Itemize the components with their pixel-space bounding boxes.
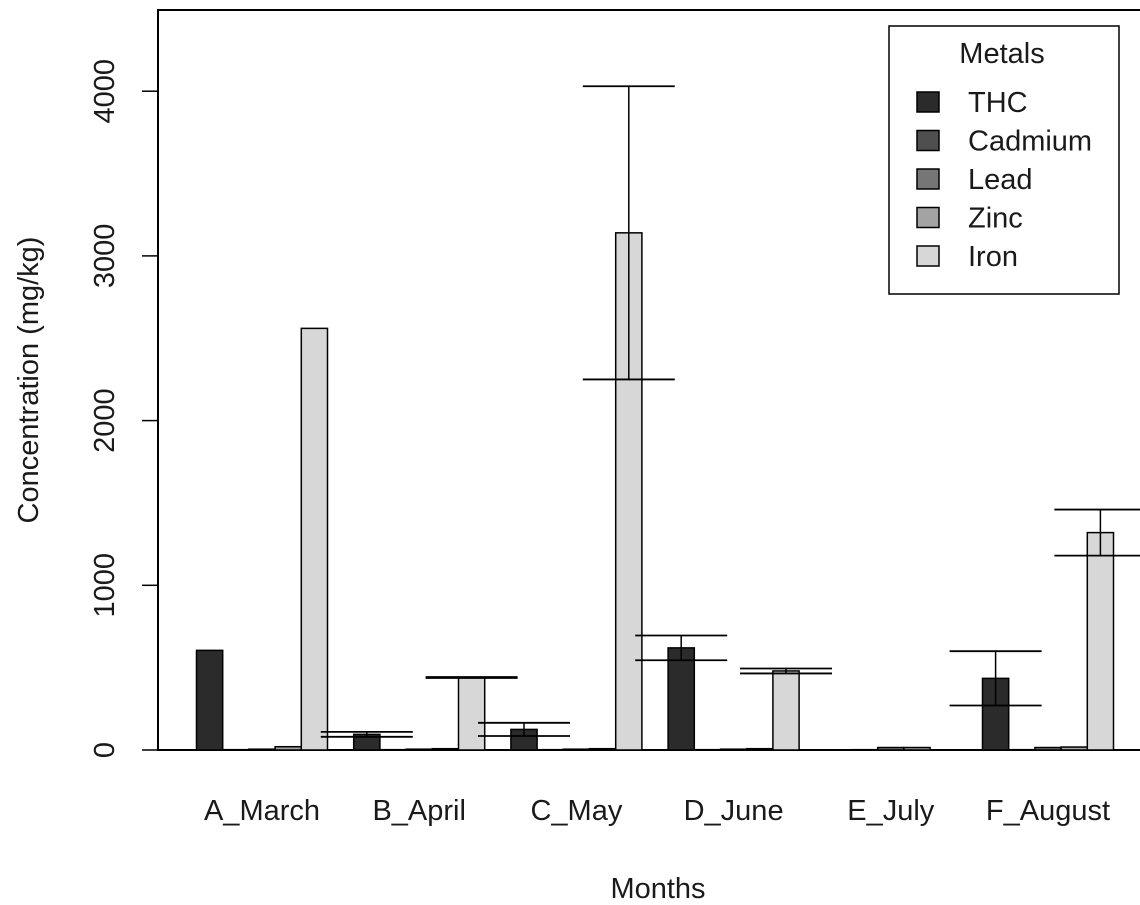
legend: Metals THC Cadmium Lead Zinc Iron bbox=[888, 25, 1120, 295]
bar bbox=[1086, 531, 1115, 751]
bar bbox=[745, 747, 774, 751]
bar bbox=[772, 670, 800, 751]
legend-title: Metals bbox=[959, 38, 1044, 70]
bars bbox=[195, 232, 1115, 751]
bar bbox=[195, 649, 224, 751]
y-tick-label: 2000 bbox=[89, 388, 121, 453]
x-tick-label: F_August bbox=[986, 795, 1110, 827]
bar bbox=[248, 748, 276, 751]
bar bbox=[457, 676, 486, 751]
legend-label: Lead bbox=[968, 164, 1033, 196]
legend-swatch bbox=[916, 91, 940, 113]
x-tick-label: A_March bbox=[204, 795, 320, 827]
legend-items: THC Cadmium Lead Zinc Iron bbox=[916, 87, 1092, 273]
x-tick-label: E_July bbox=[847, 795, 935, 827]
y-tick-label: 0 bbox=[89, 742, 121, 758]
plot-frame bbox=[157, 9, 1140, 751]
x-tick-label: B_April bbox=[372, 795, 466, 827]
y-tick-label: 1000 bbox=[89, 553, 121, 618]
x-tick-label: D_June bbox=[684, 795, 784, 827]
bar bbox=[588, 747, 617, 751]
error-bars bbox=[320, 85, 1140, 738]
legend-label: Iron bbox=[968, 241, 1018, 273]
bar bbox=[1034, 746, 1062, 751]
bar bbox=[667, 647, 696, 751]
bar bbox=[405, 748, 434, 751]
legend-label: THC bbox=[968, 87, 1028, 119]
bar bbox=[300, 327, 329, 751]
bar bbox=[903, 746, 931, 751]
y-tick-label: 4000 bbox=[89, 59, 121, 124]
bar bbox=[431, 747, 460, 751]
y-axis-title: Concentration (mg/kg) bbox=[13, 237, 45, 524]
bar bbox=[876, 746, 905, 751]
legend-label: Cadmium bbox=[968, 126, 1092, 158]
bar bbox=[562, 748, 591, 751]
y-axis: 0 1000 2000 3000 4000 bbox=[89, 59, 158, 758]
legend-swatch bbox=[916, 206, 940, 229]
plot-area bbox=[157, 9, 1140, 751]
x-axis-labels: A_March B_April C_May D_June E_July F_August bbox=[204, 795, 1110, 827]
x-axis-title: Months bbox=[610, 873, 705, 905]
legend-label: Zinc bbox=[968, 203, 1023, 235]
bar bbox=[274, 745, 303, 751]
x-tick-label: C_May bbox=[530, 795, 622, 827]
legend-swatch bbox=[916, 129, 940, 152]
legend-swatch bbox=[916, 168, 940, 190]
bar bbox=[1060, 746, 1089, 751]
legend-swatch bbox=[916, 245, 940, 267]
bar bbox=[719, 748, 748, 751]
y-tick-label: 3000 bbox=[89, 224, 121, 289]
